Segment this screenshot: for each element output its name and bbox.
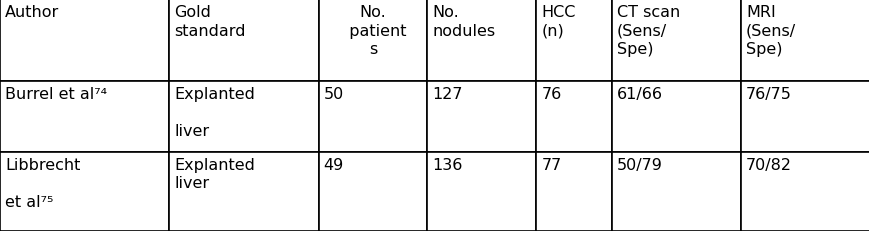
Bar	[740, 0, 869, 81]
Bar	[318, 0, 427, 81]
Bar	[740, 152, 869, 231]
Text: MRI
(Sens/
Spe): MRI (Sens/ Spe)	[745, 5, 795, 57]
Text: HCC
(n): HCC (n)	[541, 5, 575, 38]
Bar	[318, 81, 427, 152]
Bar	[535, 81, 611, 152]
Text: Explanted

liver: Explanted liver	[174, 86, 255, 138]
Bar	[0, 0, 169, 81]
Bar	[740, 81, 869, 152]
Text: CT scan
(Sens/
Spe): CT scan (Sens/ Spe)	[616, 5, 680, 57]
Bar	[0, 81, 169, 152]
Text: Burrel et al⁷⁴: Burrel et al⁷⁴	[5, 86, 107, 101]
Text: 49: 49	[323, 157, 343, 172]
Bar	[169, 81, 318, 152]
Bar	[427, 152, 535, 231]
Text: 77: 77	[541, 157, 561, 172]
Text: Gold
standard: Gold standard	[174, 5, 246, 38]
Bar	[535, 0, 611, 81]
Bar	[0, 152, 169, 231]
Text: 50/79: 50/79	[616, 157, 662, 172]
Bar	[427, 81, 535, 152]
Text: 70/82: 70/82	[745, 157, 791, 172]
Text: 61/66: 61/66	[616, 86, 662, 101]
Bar	[169, 152, 318, 231]
Text: 76/75: 76/75	[745, 86, 791, 101]
Text: Author: Author	[5, 5, 59, 20]
Bar	[169, 0, 318, 81]
Bar	[611, 0, 740, 81]
Text: Explanted
liver: Explanted liver	[174, 157, 255, 190]
Text: 50: 50	[323, 86, 343, 101]
Bar	[318, 152, 427, 231]
Bar	[611, 81, 740, 152]
Text: Libbrecht

et al⁷⁵: Libbrecht et al⁷⁵	[5, 157, 80, 209]
Bar	[427, 0, 535, 81]
Bar	[611, 152, 740, 231]
Text: No.
nodules: No. nodules	[432, 5, 495, 38]
Text: 127: 127	[432, 86, 462, 101]
Text: No.
  patient
s: No. patient s	[339, 5, 407, 57]
Text: 136: 136	[432, 157, 462, 172]
Bar	[535, 152, 611, 231]
Text: 76: 76	[541, 86, 561, 101]
